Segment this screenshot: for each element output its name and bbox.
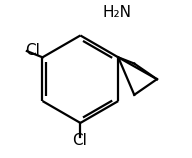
Text: Cl: Cl — [72, 133, 87, 148]
Text: H₂N: H₂N — [103, 5, 132, 20]
Text: Cl: Cl — [25, 43, 40, 58]
